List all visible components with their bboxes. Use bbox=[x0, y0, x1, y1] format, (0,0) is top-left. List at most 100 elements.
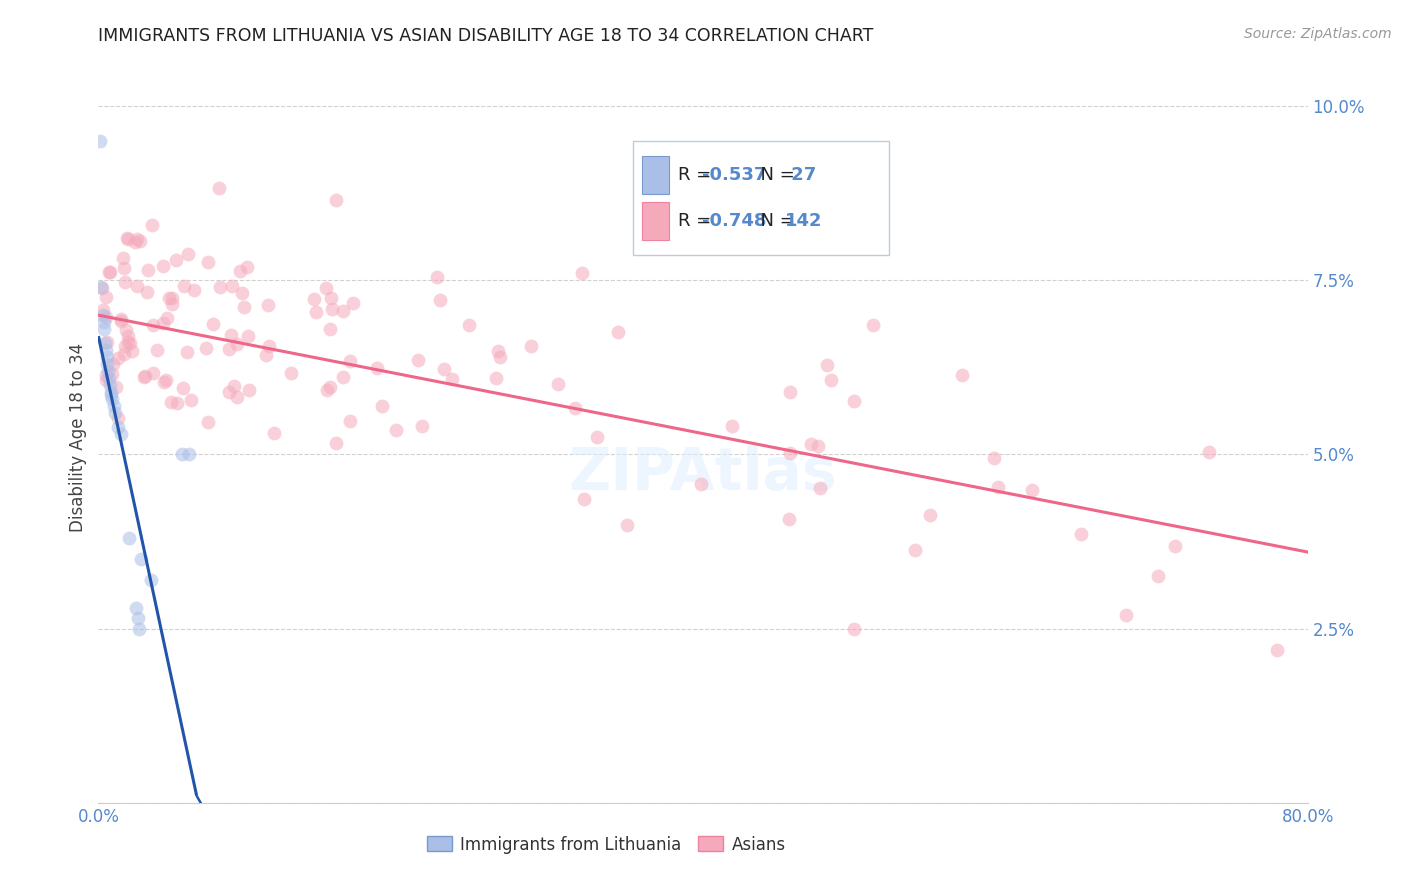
Point bbox=[426, 270, 449, 285]
Point bbox=[238, 329, 260, 343]
Point bbox=[180, 393, 202, 408]
Point bbox=[121, 343, 143, 358]
Point bbox=[1021, 483, 1043, 498]
Point bbox=[96, 310, 118, 325]
Point bbox=[173, 279, 195, 293]
Point bbox=[983, 451, 1005, 466]
Point bbox=[339, 354, 361, 368]
Point bbox=[332, 370, 354, 384]
Point bbox=[226, 390, 249, 404]
Point bbox=[779, 446, 801, 460]
Point bbox=[238, 384, 260, 398]
Point bbox=[91, 303, 114, 318]
Point bbox=[112, 347, 135, 361]
Point bbox=[318, 321, 340, 335]
Text: N =: N = bbox=[749, 167, 800, 185]
Point bbox=[142, 367, 165, 381]
Point bbox=[103, 357, 125, 371]
Point bbox=[156, 311, 179, 326]
Point bbox=[89, 134, 111, 148]
Point bbox=[134, 369, 156, 384]
Point bbox=[166, 395, 188, 409]
Point bbox=[114, 275, 136, 289]
Point bbox=[385, 423, 408, 437]
Point bbox=[103, 399, 125, 413]
Point bbox=[94, 343, 117, 357]
Point bbox=[117, 232, 139, 246]
Y-axis label: Disability Age 18 to 34: Disability Age 18 to 34 bbox=[69, 343, 87, 532]
Point bbox=[107, 411, 129, 425]
Point bbox=[125, 600, 148, 615]
Point bbox=[406, 352, 429, 367]
Point bbox=[152, 259, 174, 273]
Point bbox=[411, 419, 433, 434]
Text: N =: N = bbox=[749, 211, 800, 230]
Point bbox=[690, 476, 713, 491]
Point bbox=[209, 280, 232, 294]
Point bbox=[115, 323, 138, 337]
Point bbox=[218, 342, 240, 356]
Point bbox=[325, 193, 347, 207]
Point bbox=[1198, 445, 1220, 459]
Point bbox=[94, 373, 117, 387]
Point bbox=[202, 317, 225, 331]
Text: ZIPAtlas: ZIPAtlas bbox=[568, 445, 838, 502]
Point bbox=[93, 315, 115, 329]
Point bbox=[142, 318, 165, 333]
Point bbox=[117, 329, 139, 343]
Point bbox=[179, 448, 201, 462]
Point bbox=[112, 261, 135, 276]
Point bbox=[91, 308, 114, 322]
Text: -0.537: -0.537 bbox=[702, 167, 766, 185]
Point bbox=[96, 357, 118, 371]
Point bbox=[120, 336, 142, 351]
Point bbox=[221, 278, 243, 293]
Point bbox=[1164, 539, 1187, 553]
Point bbox=[93, 322, 115, 336]
Point bbox=[117, 334, 139, 349]
Point bbox=[134, 369, 156, 384]
Point bbox=[157, 291, 180, 305]
Point bbox=[129, 552, 152, 566]
Point bbox=[127, 279, 149, 293]
Point bbox=[231, 286, 253, 301]
Point bbox=[325, 435, 347, 450]
Text: 142: 142 bbox=[785, 211, 823, 230]
Point bbox=[100, 384, 122, 399]
Point bbox=[370, 400, 392, 414]
Text: -0.748: -0.748 bbox=[702, 211, 766, 230]
Point bbox=[197, 415, 219, 429]
Point bbox=[129, 234, 152, 248]
Point bbox=[222, 379, 245, 393]
Point bbox=[315, 281, 337, 295]
Point bbox=[1115, 608, 1137, 623]
Text: IMMIGRANTS FROM LITHUANIA VS ASIAN DISABILITY AGE 18 TO 34 CORRELATION CHART: IMMIGRANTS FROM LITHUANIA VS ASIAN DISAB… bbox=[98, 27, 873, 45]
Point bbox=[950, 368, 973, 383]
Point bbox=[1267, 642, 1289, 657]
Text: R =: R = bbox=[678, 211, 717, 230]
Point bbox=[153, 375, 176, 389]
Point bbox=[152, 316, 174, 330]
Point bbox=[844, 622, 866, 636]
Point bbox=[321, 302, 343, 317]
Point bbox=[124, 235, 146, 249]
Point bbox=[208, 181, 231, 195]
Point bbox=[136, 263, 159, 277]
Point bbox=[808, 481, 831, 495]
Point bbox=[280, 366, 302, 380]
Point bbox=[173, 381, 195, 395]
Point bbox=[98, 377, 121, 392]
Point bbox=[110, 426, 132, 441]
Point bbox=[366, 361, 388, 376]
Point bbox=[160, 297, 183, 311]
Point bbox=[107, 419, 129, 434]
Point bbox=[489, 350, 512, 364]
Text: Source: ZipAtlas.com: Source: ZipAtlas.com bbox=[1244, 27, 1392, 41]
Point bbox=[176, 344, 198, 359]
Point bbox=[778, 511, 800, 525]
Text: R =: R = bbox=[678, 167, 717, 185]
Point bbox=[225, 337, 247, 351]
Point bbox=[98, 264, 121, 278]
Point bbox=[183, 284, 205, 298]
Point bbox=[155, 373, 177, 387]
